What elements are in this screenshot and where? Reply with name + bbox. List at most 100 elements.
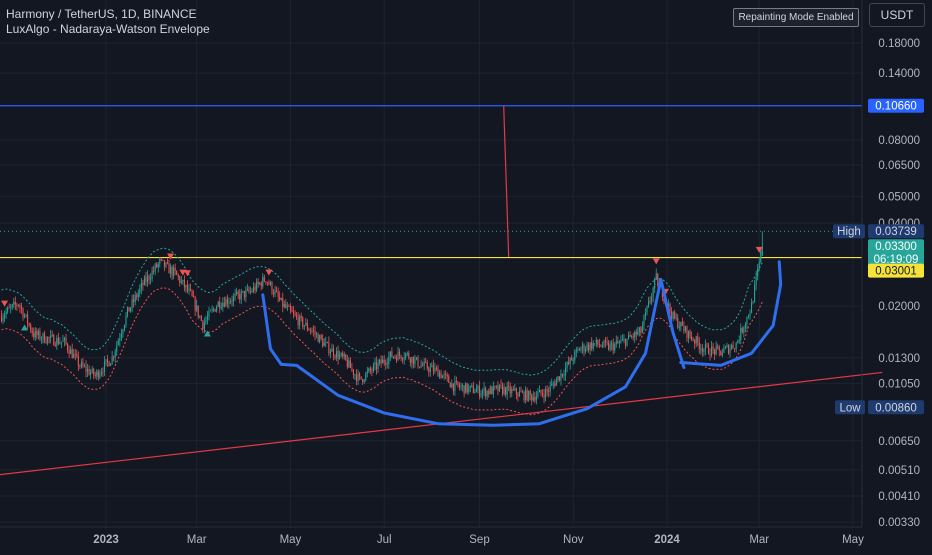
candle-body <box>546 389 548 392</box>
candle-body <box>85 366 87 372</box>
candle-body <box>644 312 647 317</box>
candle-body <box>63 337 66 341</box>
candle-body <box>130 307 132 312</box>
candle-body <box>343 354 345 357</box>
candle-body <box>391 351 393 358</box>
candle-body <box>143 277 145 286</box>
candle-body <box>741 327 743 333</box>
candle-body <box>317 334 319 343</box>
candle-body <box>157 263 159 268</box>
candle-body <box>229 301 232 303</box>
candle-body <box>609 344 611 350</box>
candle-body <box>615 341 617 345</box>
candle-body <box>269 282 271 285</box>
candle-body <box>274 290 276 295</box>
candle-body <box>254 286 256 291</box>
x-tick-label: 2024 <box>654 534 680 546</box>
candle-body <box>760 250 762 262</box>
candle-body <box>16 304 18 306</box>
candle-body <box>355 374 358 382</box>
candle-body <box>279 296 281 300</box>
high-value-tag-bg <box>868 224 924 239</box>
candle-body <box>675 317 677 319</box>
drawings-front[interactable] <box>261 260 783 427</box>
high-label: High <box>837 226 861 238</box>
low-label-bg <box>835 400 865 415</box>
candle-body <box>374 362 376 365</box>
candle-body <box>248 288 250 292</box>
symbol-title[interactable]: Harmony / TetherUS, 1D, BINANCE <box>6 7 197 21</box>
currency-button[interactable]: USDT <box>869 3 925 27</box>
candle-body <box>449 382 451 388</box>
yellow-level-tag-bg <box>868 263 924 278</box>
candle-body <box>71 349 73 359</box>
candle-body <box>94 375 96 376</box>
handle-drawing[interactable] <box>679 260 783 367</box>
high-label-bg <box>833 224 865 239</box>
candle-body <box>369 368 371 371</box>
candle-body <box>455 380 457 382</box>
candle-body <box>667 303 670 307</box>
candle-body <box>460 386 462 388</box>
cup-drawing[interactable] <box>261 278 686 427</box>
candle-body <box>409 358 411 363</box>
vertical-marker-line[interactable] <box>503 105 510 258</box>
candle-body <box>283 303 285 307</box>
candle-body <box>408 353 410 359</box>
candle-body <box>491 387 493 395</box>
candle-body <box>548 391 550 393</box>
candle-body <box>183 279 185 288</box>
candle-body <box>402 358 404 360</box>
candle-body <box>749 313 751 316</box>
candle-body <box>372 364 374 371</box>
candle-body <box>256 281 258 291</box>
candle-body <box>486 390 488 397</box>
candle-body <box>492 385 494 395</box>
indicator-title[interactable]: LuxAlgo - Nadaraya-Watson Envelope <box>6 22 210 36</box>
candle-body <box>395 356 398 361</box>
candle-body <box>734 348 736 350</box>
candle-body <box>545 389 547 398</box>
candle-body <box>17 305 19 306</box>
candle-body <box>494 385 496 387</box>
candle-body <box>394 356 396 358</box>
candle-body <box>598 344 600 346</box>
candle-body <box>73 354 75 359</box>
candle-body <box>177 274 179 277</box>
candle-body <box>457 381 459 386</box>
candle-body <box>704 344 706 350</box>
candle-body <box>684 326 686 332</box>
candle-body <box>686 326 688 338</box>
candle-body <box>388 356 390 364</box>
candle-body <box>400 355 402 359</box>
candle-body <box>182 279 184 281</box>
candle-body <box>503 387 505 394</box>
candle-body <box>246 288 248 290</box>
candle-body <box>51 335 53 337</box>
candle-body <box>425 361 427 363</box>
candle-body <box>560 373 562 381</box>
candle-body <box>429 367 431 372</box>
candle-body <box>37 331 39 336</box>
candle-body <box>532 397 534 401</box>
candle-body <box>462 385 464 387</box>
candle-body <box>669 303 671 312</box>
candle-body <box>363 380 365 382</box>
candle-body <box>568 362 570 364</box>
candle-body <box>10 306 12 308</box>
candle-body <box>420 365 422 368</box>
candle-body <box>415 357 418 359</box>
candle-body <box>606 342 608 343</box>
sell-signal-marker <box>755 246 763 253</box>
y-tick-label: 0.02000 <box>878 301 920 313</box>
candle-body <box>495 385 497 387</box>
candle-body <box>25 314 27 316</box>
candle-body <box>123 324 125 331</box>
candle-body <box>628 334 630 339</box>
candle-body <box>39 331 41 339</box>
candle-body <box>24 315 26 318</box>
candle-body <box>654 278 656 289</box>
candle-body <box>125 315 127 325</box>
